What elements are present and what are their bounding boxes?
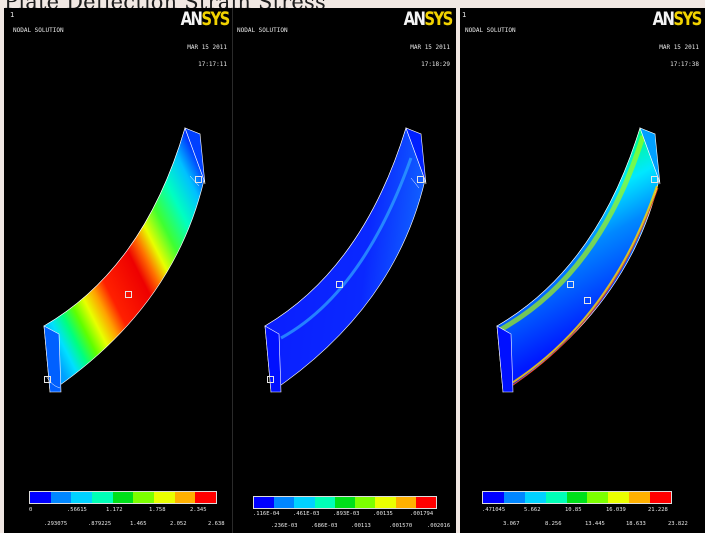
legend-swatch (355, 497, 376, 508)
legend-swatch (587, 492, 609, 503)
legend-value: .293075 (44, 521, 68, 527)
legend-swatch (395, 497, 416, 508)
node-marker (125, 291, 132, 298)
legend-value: 2.638 (208, 521, 225, 527)
panel-number: 1 (10, 11, 15, 19)
strain-panel: NODAL SOLUTION ANSYS MAR 15 2011 17:18:2… (233, 8, 456, 533)
legend-value: .236E-03 (271, 523, 298, 529)
legend-value: 3.067 (503, 521, 520, 527)
legend-value: 23.822 (668, 521, 688, 527)
legend-value: .461E-03 (293, 511, 320, 517)
legend-swatch (195, 492, 217, 503)
legend-swatch (50, 492, 72, 503)
legend-swatch (608, 492, 630, 503)
legend-value: 0 (29, 507, 33, 513)
legend-value: 2.345 (190, 507, 207, 513)
legend-value: 13.445 (585, 521, 605, 527)
legend-swatch (294, 497, 315, 508)
legend-value: 18.633 (626, 521, 646, 527)
solution-label: NODAL SOLUTION (237, 27, 288, 34)
node-marker (44, 376, 51, 383)
solution-date: MAR 15 2011 (187, 44, 227, 51)
legend-value: .00113 (351, 523, 371, 529)
legend-value: 1.172 (106, 507, 123, 513)
legend-value: .56615 (67, 507, 87, 513)
solution-time: 17:17:38 (670, 61, 699, 68)
legend-value: 1.465 (130, 521, 147, 527)
legend-swatch (30, 492, 51, 503)
solution-date: MAR 15 2011 (659, 44, 699, 51)
legend-swatch (629, 492, 651, 503)
solution-time: 17:17:11 (198, 61, 227, 68)
legend-value: 1.758 (149, 507, 166, 513)
deflection-beam-contour (43, 127, 206, 393)
legend-value: .002016 (427, 523, 451, 529)
node-marker (567, 281, 574, 288)
legend-value: 2.052 (170, 521, 187, 527)
deflection-color-legend (29, 491, 217, 504)
legend-value: 16.039 (606, 507, 626, 513)
node-marker (195, 176, 202, 183)
ansys-logo: ANSYS (180, 8, 231, 30)
stress-beam-contour (496, 127, 661, 393)
solution-label: NODAL SOLUTION (13, 27, 64, 34)
solution-date: MAR 15 2011 (410, 44, 450, 51)
legend-value: 10.85 (565, 507, 582, 513)
legend-value: 5.662 (524, 507, 541, 513)
node-marker (584, 297, 591, 304)
legend-swatch (503, 492, 525, 503)
stress-panel: 1 NODAL SOLUTION ANSYS MAR 15 2011 17:17… (460, 8, 705, 533)
legend-swatch (92, 492, 113, 503)
legend-swatch (154, 492, 175, 503)
solution-time: 17:18:29 (421, 61, 450, 68)
stress-color-legend (482, 491, 672, 504)
legend-value: .893E-03 (333, 511, 360, 517)
legend-value: .00135 (373, 511, 393, 517)
solution-label: NODAL SOLUTION (465, 27, 516, 34)
legend-swatch (650, 492, 672, 503)
strain-color-legend (253, 496, 437, 509)
node-marker (267, 376, 274, 383)
panel-number: 1 (462, 11, 467, 19)
legend-swatch (334, 497, 356, 508)
node-marker (336, 281, 343, 288)
legend-value: .471045 (482, 507, 506, 513)
deflection-panel: 1 NODAL SOLUTION ANSYS MAR 15 2011 17:17… (4, 8, 233, 533)
ansys-logo: ANSYS (403, 8, 454, 30)
strain-beam-contour (264, 127, 427, 393)
legend-value: 8.256 (545, 521, 562, 527)
node-marker (651, 176, 658, 183)
legend-value: .116E-04 (253, 511, 280, 517)
legend-swatch (375, 497, 396, 508)
ansys-logo: ANSYS (652, 8, 703, 30)
legend-swatch (314, 497, 335, 508)
legend-value: .001794 (410, 511, 434, 517)
legend-value: 21.228 (648, 507, 668, 513)
legend-value: .879225 (88, 521, 112, 527)
legend-swatch (524, 492, 546, 503)
legend-swatch (254, 497, 275, 508)
legend-swatch (112, 492, 134, 503)
legend-swatch (274, 497, 295, 508)
legend-swatch (483, 492, 504, 503)
legend-swatch (174, 492, 196, 503)
legend-swatch (415, 497, 436, 508)
node-marker (417, 176, 424, 183)
legend-swatch (545, 492, 567, 503)
legend-swatch (566, 492, 588, 503)
legend-swatch (133, 492, 155, 503)
legend-value: .001570 (389, 523, 413, 529)
legend-swatch (71, 492, 93, 503)
legend-value: .686E-03 (311, 523, 338, 529)
